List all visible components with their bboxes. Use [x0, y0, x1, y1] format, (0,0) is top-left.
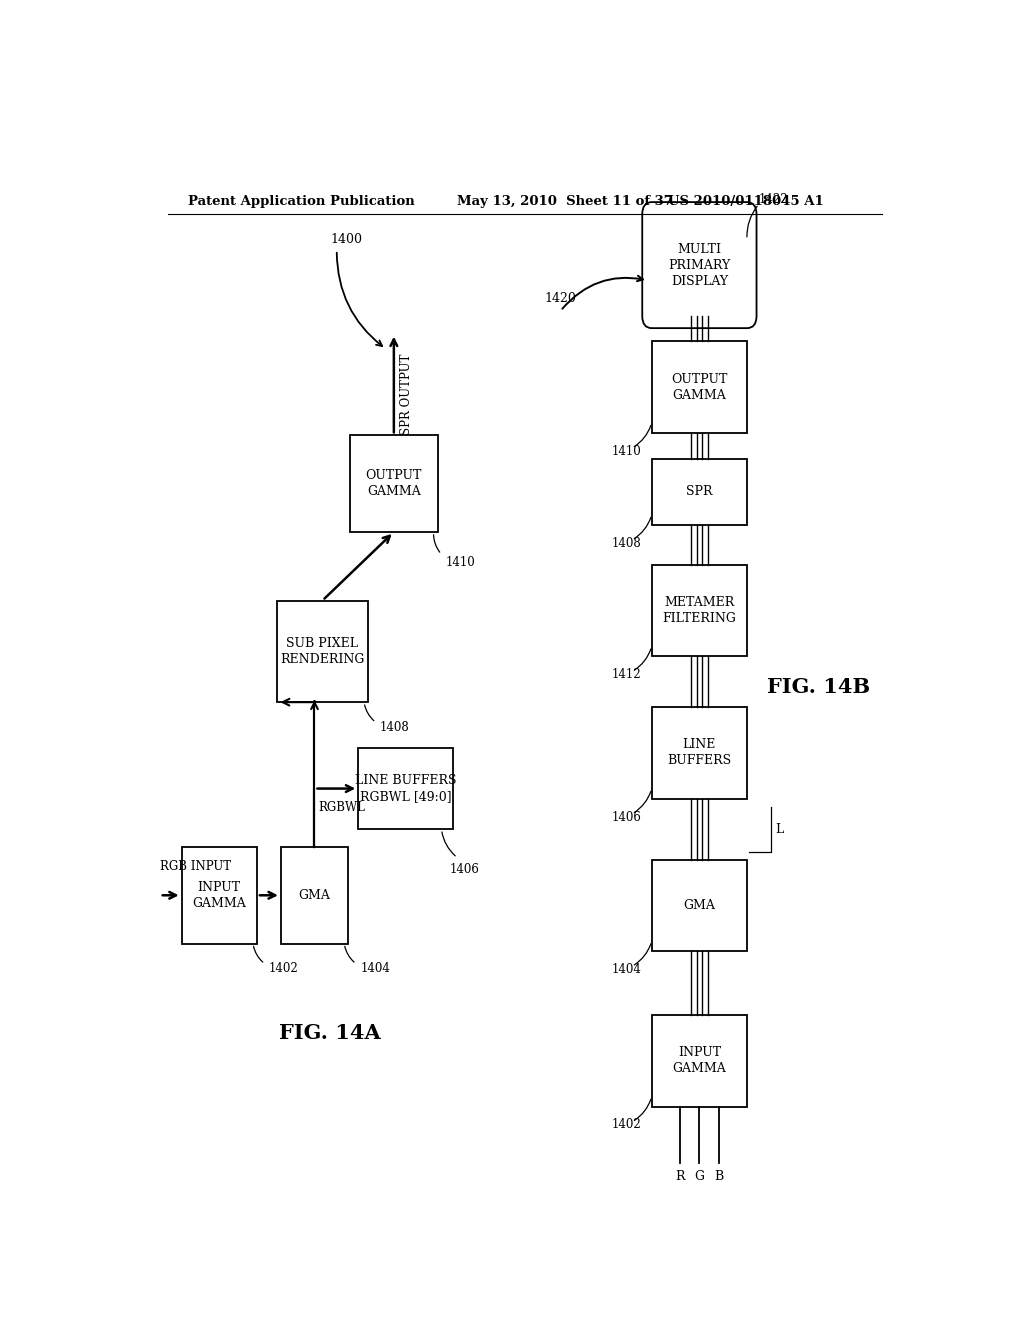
Text: Patent Application Publication: Patent Application Publication	[187, 194, 415, 207]
Bar	[651, 342, 746, 433]
Bar	[276, 601, 368, 702]
Text: GMA: GMA	[683, 899, 716, 912]
Text: MULTI
PRIMARY
DISPLAY: MULTI PRIMARY DISPLAY	[669, 243, 730, 288]
Bar	[651, 1015, 746, 1106]
Text: SPR: SPR	[686, 486, 713, 498]
Text: 1402: 1402	[612, 1118, 642, 1131]
Text: RGBWL: RGBWL	[318, 801, 366, 814]
Text: 1408: 1408	[380, 721, 410, 734]
Text: 1410: 1410	[612, 445, 642, 458]
Text: FIG. 14A: FIG. 14A	[280, 1023, 381, 1043]
Text: INPUT
GAMMA: INPUT GAMMA	[193, 880, 246, 909]
Text: 1406: 1406	[450, 863, 479, 875]
Text: INPUT
GAMMA: INPUT GAMMA	[673, 1047, 726, 1076]
Text: 1412: 1412	[612, 668, 642, 681]
Text: 1406: 1406	[612, 810, 642, 824]
Bar	[651, 708, 746, 799]
Text: OUTPUT
GAMMA: OUTPUT GAMMA	[366, 469, 422, 498]
Text: RGB INPUT: RGB INPUT	[160, 859, 230, 873]
Text: B: B	[715, 1170, 724, 1183]
Text: METAMER
FILTERING: METAMER FILTERING	[663, 597, 736, 626]
Bar	[358, 748, 454, 829]
Bar	[651, 459, 746, 525]
Text: 1404: 1404	[360, 962, 390, 975]
Text: 1422: 1422	[759, 193, 788, 206]
Text: OUTPUT
GAMMA: OUTPUT GAMMA	[671, 372, 728, 401]
Bar	[651, 565, 746, 656]
Text: 1408: 1408	[612, 537, 642, 549]
Bar	[350, 436, 437, 532]
Text: SPR OUTPUT: SPR OUTPUT	[400, 354, 414, 436]
Text: LINE
BUFFERS: LINE BUFFERS	[668, 738, 731, 767]
Bar	[281, 847, 348, 944]
Text: L: L	[775, 822, 783, 836]
Text: R: R	[675, 1170, 684, 1183]
Text: SUB PIXEL
RENDERING: SUB PIXEL RENDERING	[281, 636, 365, 665]
Text: 1420: 1420	[545, 292, 577, 305]
Bar	[651, 859, 746, 952]
Text: US 2010/0118045 A1: US 2010/0118045 A1	[668, 194, 823, 207]
Text: LINE BUFFERS
RGBWL [49:0]: LINE BUFFERS RGBWL [49:0]	[355, 774, 457, 803]
Text: 1410: 1410	[445, 556, 475, 569]
Text: 1404: 1404	[612, 964, 642, 975]
Text: FIG. 14B: FIG. 14B	[767, 677, 870, 697]
Text: 1400: 1400	[331, 234, 362, 247]
Text: May 13, 2010  Sheet 11 of 37: May 13, 2010 Sheet 11 of 37	[458, 194, 673, 207]
Bar	[181, 847, 257, 944]
Text: 1402: 1402	[269, 962, 299, 975]
Text: GMA: GMA	[299, 888, 331, 902]
Text: G: G	[694, 1170, 705, 1183]
FancyBboxPatch shape	[642, 202, 757, 329]
